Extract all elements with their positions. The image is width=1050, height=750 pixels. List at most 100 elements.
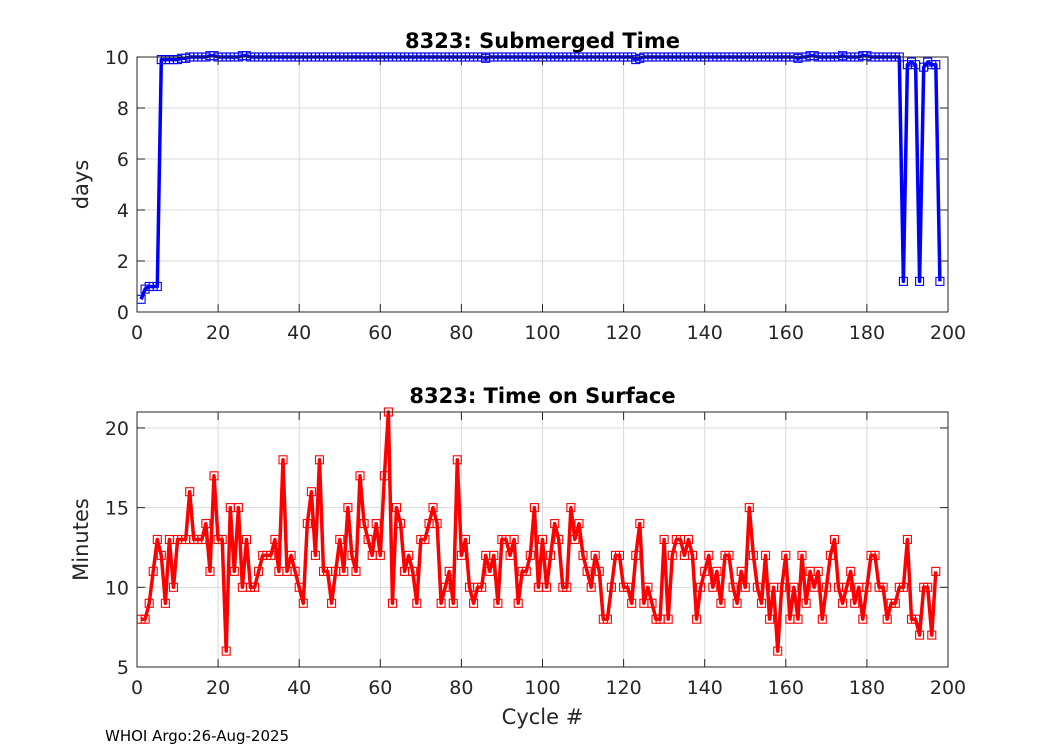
data-point [708,582,718,592]
data-point [858,614,868,624]
data-point [513,598,523,608]
data-point [663,614,673,624]
y-tick-label: 2 [117,251,129,273]
data-point [825,550,835,560]
data-point [302,519,312,529]
data-point [902,534,912,545]
data-point [687,550,698,560]
data-point [254,566,264,576]
x-tick-label: 60 [368,677,392,699]
data-point [404,550,414,560]
y-tick-label: 6 [117,149,129,171]
data-point [428,503,438,513]
data-point [525,550,535,560]
data-point [704,550,714,560]
data-point [696,582,706,592]
data-point [614,550,625,560]
data-point [590,550,600,560]
data-point [777,582,787,592]
data-point [233,503,243,513]
data-point [801,598,811,608]
data-point [477,582,487,592]
data-point [355,471,365,481]
data-point [521,566,531,576]
data-point [850,598,860,608]
data-point [838,598,848,608]
data-point [635,519,645,529]
footer-label: WHOI Argo:26-Aug-2025 [105,727,289,745]
data-point [594,566,604,576]
y-axis-label: Minutes [69,498,93,581]
data-point [781,550,791,560]
x-axis-label: Cycle # [502,705,584,729]
data-point [290,566,300,576]
data-point [870,550,880,560]
data-point [460,534,471,545]
data-point [566,503,576,513]
data-point [935,276,945,286]
data-point [335,534,345,545]
x-tick-label: 0 [131,677,143,699]
data-point [168,582,179,592]
y-tick-label: 5 [117,657,129,679]
data-point [371,519,381,529]
data-point [817,614,827,624]
series-line [141,410,938,653]
data-point [606,582,616,592]
data-point [647,598,657,608]
data-point [915,630,925,640]
data-point [911,614,921,624]
x-tick-label: 80 [449,322,473,344]
data-point [562,582,572,592]
data-point [716,598,726,608]
data-point [140,614,150,624]
data-point [667,550,677,560]
data-point [432,519,442,529]
data-point [310,550,320,560]
data-point [862,582,872,592]
data-point [160,598,170,608]
data-point [229,566,239,576]
data-point [197,534,207,545]
data-point [144,598,154,608]
y-tick-label: 4 [117,200,129,222]
x-tick-label: 200 [930,677,966,699]
data-point [890,598,900,608]
series-markers [136,407,941,656]
data-point [505,550,515,560]
data-point [692,614,702,624]
data-point [408,566,418,576]
data-point [201,519,211,529]
data-point [347,550,357,560]
x-tick-label: 160 [768,322,804,344]
x-tick-label: 20 [206,322,230,344]
data-point [797,550,807,560]
data-point [740,582,750,592]
data-point [878,582,888,592]
data-point [509,534,519,545]
data-point [387,598,398,608]
data-point [209,471,219,481]
chart-title: 8323: Time on Surface [409,384,675,408]
data-point [842,582,852,592]
data-point [278,455,288,465]
data-point [391,503,402,513]
data-point [756,598,767,608]
data-point [270,534,280,545]
submerged-time-panel: 0 20 40 60 80 100 120 140 160 180 200 0 2 4 6 8 10 8323: … [69,29,966,344]
y-tick-label: 8 [117,98,129,120]
x-tick-label: 140 [687,322,723,344]
data-point [602,614,612,624]
data-point [732,598,742,608]
x-tick-label: 80 [449,677,473,699]
data-point [396,519,406,529]
data-point [554,534,564,545]
x-tick-label: 160 [768,677,804,699]
data-point [724,550,734,560]
data-point [728,582,738,592]
data-point [152,281,162,292]
data-point [448,598,458,608]
data-point [452,455,462,465]
data-point [306,487,316,497]
data-point [882,614,892,624]
